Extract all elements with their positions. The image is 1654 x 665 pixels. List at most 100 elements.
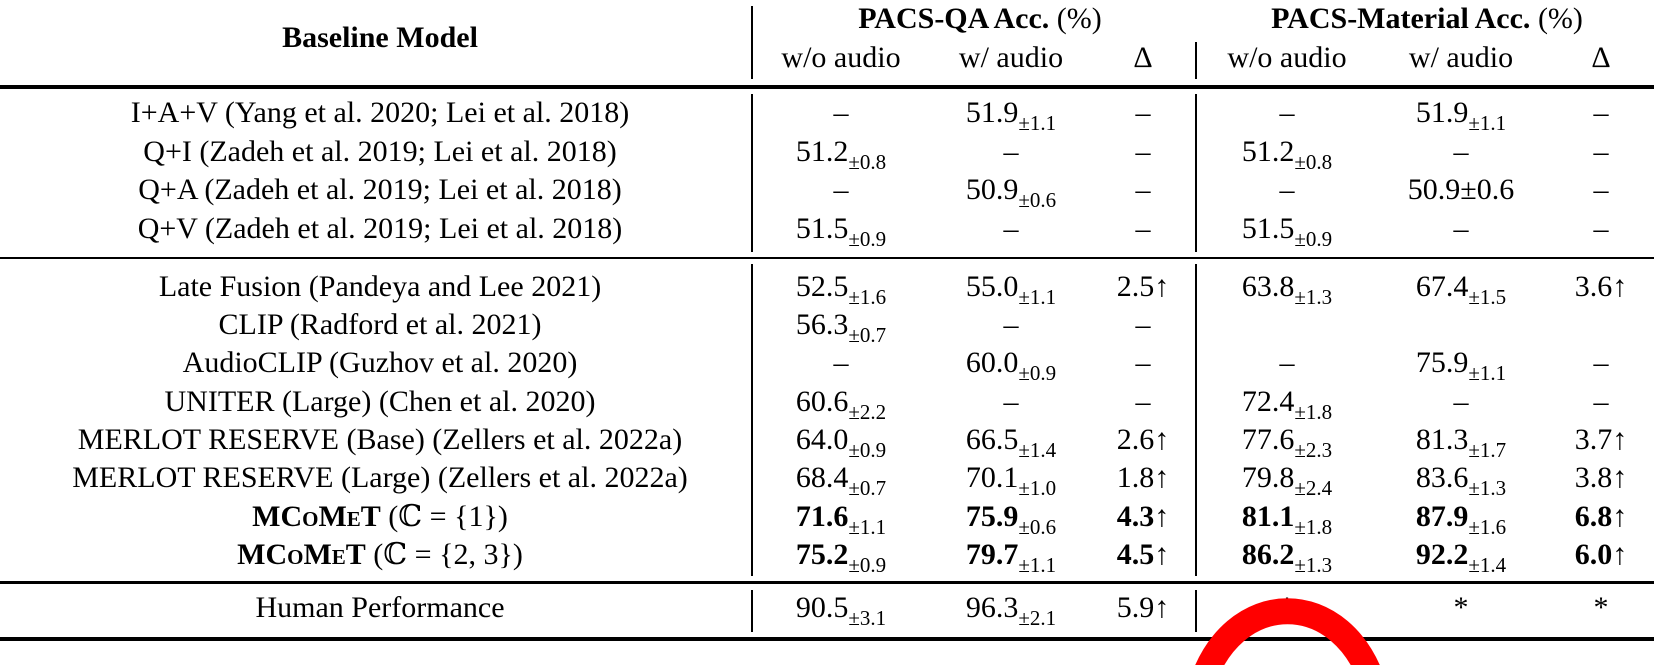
table-cell: – [1033, 211, 1253, 247]
cell-std: ±1.1 [1018, 285, 1057, 309]
cell-std: ±0.8 [848, 150, 887, 174]
table-cell: 3.8↑ [1491, 460, 1654, 496]
cell-value: – [1135, 135, 1151, 168]
cell-value: 64.0 [795, 423, 849, 456]
header-pacs-qa: PACS-QA Acc. (%) [760, 1, 1200, 37]
cell-std: ±1.5 [1468, 285, 1507, 309]
header-pacs-qa-unit: (%) [1056, 2, 1102, 35]
cell-value: – [833, 346, 849, 379]
table-cell: – [1033, 384, 1253, 420]
cell-value: – [1593, 346, 1609, 379]
cell-value: – [1279, 173, 1295, 206]
table-cell: 72.4±1.8 [1177, 384, 1397, 424]
model-name: MERLOT RESERVE (Large) (Zellers et al. 2… [0, 460, 760, 496]
cell-value: 72.4 [1241, 385, 1295, 418]
model-label: UNITER (Large) (Chen et al. 2020) [164, 385, 596, 418]
cell-std: ±1.0 [1018, 476, 1057, 500]
header-pacs-material-title: PACS-Material Acc. [1271, 2, 1531, 35]
cell-value: 51.9 [965, 96, 1019, 129]
table-cell: 63.8±1.3 [1177, 269, 1397, 309]
model-name: MCoMeT (ℂ = {2, 3}) [0, 537, 760, 573]
model-name: Q+A (Zadeh et al. 2019; Lei et al. 2018) [0, 172, 760, 208]
table-cell: 50.9±0.6 [901, 172, 1121, 212]
cell-value: – [1003, 135, 1019, 168]
cell-value: 3.8↑ [1574, 461, 1628, 494]
table-cell: 4.3↑ [1033, 499, 1253, 535]
table-cell: 79.7±1.1 [901, 537, 1121, 577]
cell-std: ±1.4 [1468, 553, 1507, 577]
cell-std: ±0.6 [1018, 515, 1057, 539]
table-cell: * [1491, 590, 1654, 626]
table-cell: 75.9±1.1 [1351, 345, 1571, 385]
cell-value: 6.0↑ [1574, 538, 1628, 571]
table-cell: 5.9↑ [1033, 590, 1253, 626]
cell-value: – [1453, 212, 1469, 245]
cell-value: 51.2 [1241, 135, 1295, 168]
table-cell: 92.2±1.4 [1351, 537, 1571, 577]
table-cell: – [1177, 172, 1397, 208]
table-cell: 81.3±1.7 [1351, 422, 1571, 462]
rule-mid-2 [0, 581, 1654, 584]
cell-std: ±1.1 [1018, 553, 1057, 577]
cell-value: 51.5 [1241, 212, 1295, 245]
table-cell: 6.0↑ [1491, 537, 1654, 573]
cell-value: 55.0 [965, 270, 1019, 303]
cell-value: 67.4 [1415, 270, 1469, 303]
cell-value: – [1279, 96, 1295, 129]
column-separator [1195, 590, 1197, 632]
table-cell: 75.2±0.9 [731, 537, 951, 577]
table-cell: 81.1±1.8 [1177, 499, 1397, 539]
table-cell: – [1351, 211, 1571, 247]
table-cell: 64.0±0.9 [731, 422, 951, 462]
column-separator [1195, 94, 1197, 252]
model-name: Q+I (Zadeh et al. 2019; Lei et al. 2018) [0, 134, 760, 170]
table-cell: 79.8±2.4 [1177, 460, 1397, 500]
cell-value: 50.9 [965, 173, 1019, 206]
model-label: Q+A (Zadeh et al. 2019; Lei et al. 2018) [138, 173, 622, 206]
table-cell: 51.2±0.8 [1177, 134, 1397, 174]
cell-value: 60.0 [965, 346, 1019, 379]
cell-value: – [1135, 308, 1151, 341]
cell-std: ±1.1 [848, 515, 887, 539]
cell-value: 83.6 [1415, 461, 1469, 494]
table-cell: 68.4±0.7 [731, 460, 951, 500]
table-cell: 1.8↑ [1033, 460, 1253, 496]
cell-value: 50.9±0.6 [1407, 173, 1515, 206]
model-label: MERLOT RESERVE (Large) (Zellers et al. 2… [72, 461, 688, 494]
table-cell: 83.6±1.3 [1351, 460, 1571, 500]
table-cell: – [1491, 345, 1654, 381]
cell-value: – [1593, 212, 1609, 245]
cell-value: – [1003, 308, 1019, 341]
table-cell: – [1033, 307, 1253, 343]
cell-value: 51.5 [795, 212, 849, 245]
cell-value: 68.4 [795, 461, 849, 494]
table-cell: 3.6↑ [1491, 269, 1654, 305]
cell-std: ±1.8 [1294, 515, 1333, 539]
table-cell: 60.6±2.2 [731, 384, 951, 424]
model-name: Q+V (Zadeh et al. 2019; Lei et al. 2018) [0, 211, 760, 247]
cell-value: – [1453, 135, 1469, 168]
cell-value: 75.9 [965, 500, 1019, 533]
cell-value: – [1003, 212, 1019, 245]
cell-value: – [1593, 135, 1609, 168]
table-cell: – [1033, 95, 1253, 131]
table-cell: – [1491, 95, 1654, 131]
model-name: UNITER (Large) (Chen et al. 2020) [0, 384, 760, 420]
table-cell: 51.9±1.1 [901, 95, 1121, 135]
cell-value: 79.8 [1241, 461, 1295, 494]
table-cell: – [1033, 172, 1253, 208]
cell-value: 92.2 [1415, 538, 1469, 571]
cell-value: 51.9 [1415, 96, 1469, 129]
column-separator [751, 94, 753, 252]
model-label: I+A+V (Yang et al. 2020; Lei et al. 2018… [130, 96, 630, 129]
subheader-5: Δ [1591, 41, 1611, 74]
table-cell: 51.5±0.9 [731, 211, 951, 251]
table-cell: 90.5±3.1 [731, 590, 951, 630]
cell-std: ±1.6 [1468, 515, 1507, 539]
header-pacs-material: PACS-Material Acc. (%) [1200, 1, 1654, 37]
table-cell: – [1033, 345, 1253, 381]
cell-std: ±1.1 [1468, 111, 1507, 135]
table-cell: 87.9±1.6 [1351, 499, 1571, 539]
cell-std: ±1.3 [1468, 476, 1507, 500]
